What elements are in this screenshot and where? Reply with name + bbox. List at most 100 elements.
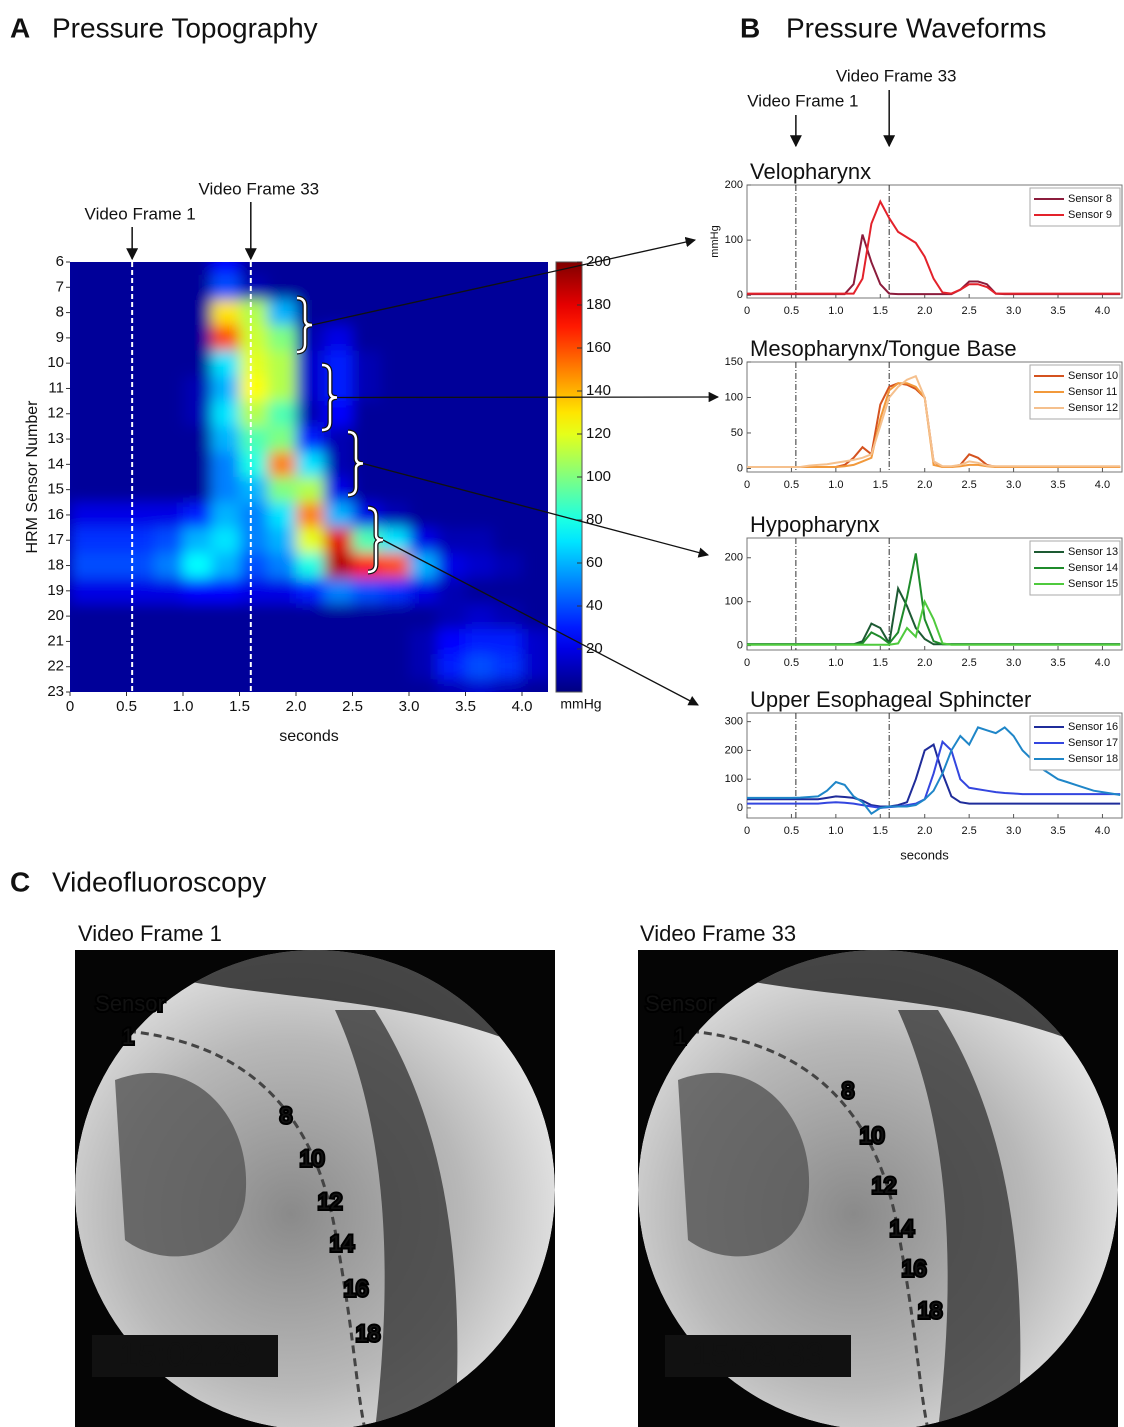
heatmap-cell <box>353 629 382 655</box>
sensor-number: 14 <box>330 1231 354 1256</box>
heatmap-cell <box>183 275 212 301</box>
legend-label: Sensor 18 <box>1068 753 1118 765</box>
heatmap-cell <box>127 275 156 301</box>
y-tick-label: 0 <box>737 640 743 652</box>
heatmap-cell <box>70 300 99 326</box>
annotation: Video Frame 33 <box>198 179 319 198</box>
heatmap-cell <box>409 351 438 377</box>
x-tick-label: 0 <box>744 305 750 317</box>
x-tick-label: 2.5 <box>962 479 977 491</box>
heatmap-cell <box>127 553 156 579</box>
sensor-number: 1 <box>122 1024 134 1049</box>
heatmap-cell <box>494 401 523 427</box>
heatmap-cell <box>296 477 325 503</box>
x-tick-label: 2.5 <box>342 698 363 715</box>
heatmap-cell <box>70 654 99 680</box>
heatmap-cell <box>381 401 410 427</box>
heatmap-cell <box>70 426 99 452</box>
panel-title: Pressure Waveforms <box>786 12 1046 43</box>
heatmap-cell <box>211 654 240 680</box>
heatmap-cell <box>70 477 99 503</box>
heatmap-cell <box>183 553 212 579</box>
chart-title: Upper Esophageal Sphincter <box>750 687 1031 712</box>
y-tick-label: 19 <box>47 582 64 599</box>
heatmap-cell <box>296 654 325 680</box>
heatmap-cell <box>240 629 269 655</box>
legend-label: Sensor 16 <box>1068 721 1118 733</box>
heatmap-cell <box>409 249 438 275</box>
heatmap-cell <box>268 401 297 427</box>
heatmap-cell <box>98 654 127 680</box>
x-tick-label: 3.5 <box>1050 657 1065 669</box>
heatmap-cell <box>127 351 156 377</box>
heatmap-cell <box>211 351 240 377</box>
heatmap-cell <box>155 300 184 326</box>
heatmap-cell <box>268 603 297 629</box>
heatmap-cell <box>183 629 212 655</box>
heatmap-cell <box>155 654 184 680</box>
heatmap-cell <box>211 578 240 604</box>
heatmap-cell <box>324 578 353 604</box>
heatmap-cell <box>183 654 212 680</box>
y-tick-label: 0 <box>737 289 743 301</box>
heatmap-cell <box>98 477 127 503</box>
x-tick-label: 2.5 <box>962 305 977 317</box>
heatmap-cell <box>353 275 382 301</box>
heatmap-cell <box>296 401 325 427</box>
heatmap-cell <box>70 679 99 705</box>
heatmap-cell <box>155 477 184 503</box>
heatmap-cell <box>324 654 353 680</box>
x-tick-label: 0.5 <box>784 825 799 837</box>
colorbar-tick-label: 100 <box>586 468 611 485</box>
heatmap-cell <box>296 502 325 528</box>
heatmap-cell <box>98 275 127 301</box>
heatmap-cell <box>381 629 410 655</box>
heatmap-cell <box>211 325 240 351</box>
y-tick-label: 100 <box>725 234 743 246</box>
heatmap-cell <box>127 249 156 275</box>
heatmap-cell <box>494 325 523 351</box>
sensor-number: 16 <box>902 1256 926 1281</box>
y-tick-label: 0 <box>737 462 743 474</box>
y-axis-label: HRM Sensor Number <box>24 400 41 554</box>
heatmap-cell <box>155 578 184 604</box>
heatmap-cell <box>211 452 240 478</box>
heatmap-cell <box>70 351 99 377</box>
heatmap-cell <box>296 578 325 604</box>
heatmap-cell <box>268 477 297 503</box>
heatmap-cell <box>381 426 410 452</box>
heatmap-cell <box>211 553 240 579</box>
y-axis-label: mmHg <box>709 225 721 257</box>
heatmap-cell <box>70 578 99 604</box>
heatmap-cell <box>183 578 212 604</box>
heatmap-cell <box>98 426 127 452</box>
heatmap-cell <box>155 502 184 528</box>
heatmap-cell <box>522 477 551 503</box>
heatmap-cell <box>409 477 438 503</box>
panel-label: A <box>10 12 30 43</box>
heatmap-cell <box>127 502 156 528</box>
heatmap-cell <box>183 376 212 402</box>
heatmap-cell <box>353 351 382 377</box>
heatmap-cell <box>183 325 212 351</box>
heatmap-cell <box>437 528 466 554</box>
heatmap-cell <box>324 249 353 275</box>
colorbar-tick-label: 180 <box>586 296 611 313</box>
heatmap-cell <box>127 528 156 554</box>
sensor-number: 12 <box>872 1173 896 1198</box>
heatmap-cell <box>522 300 551 326</box>
chart-title: Mesopharynx/Tongue Base <box>750 336 1017 361</box>
heatmap-cell <box>296 426 325 452</box>
heatmap-cell <box>240 426 269 452</box>
x-tick-label: 1.5 <box>873 305 888 317</box>
y-tick-label: 8 <box>56 304 64 321</box>
heatmap-cell <box>211 629 240 655</box>
heatmap-cell <box>183 477 212 503</box>
heatmap-cell <box>437 325 466 351</box>
heatmap-cell <box>240 300 269 326</box>
heatmap-cell <box>522 426 551 452</box>
heatmap-cell <box>211 477 240 503</box>
heatmap-cell <box>240 603 269 629</box>
heatmap-cell <box>70 528 99 554</box>
heatmap-cell <box>127 376 156 402</box>
